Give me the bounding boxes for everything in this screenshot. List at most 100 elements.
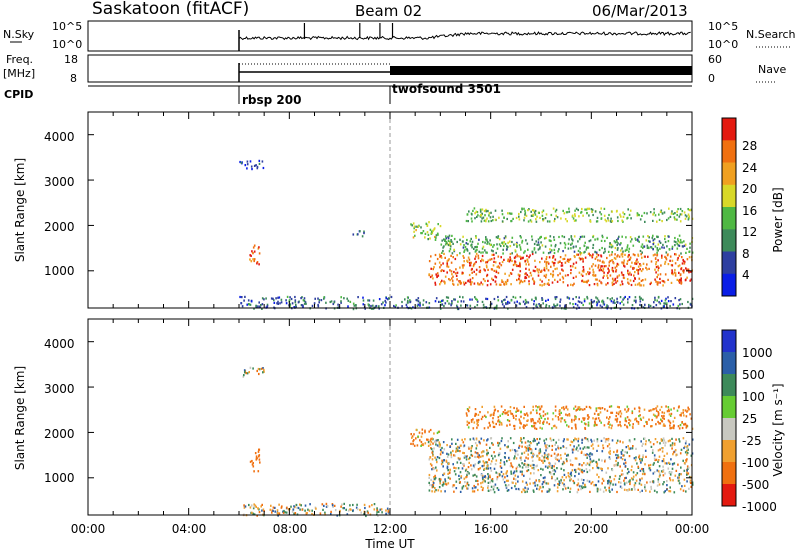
power-cell xyxy=(587,246,590,249)
power-cell xyxy=(533,247,536,250)
velocity-cell xyxy=(643,425,646,428)
power-cell xyxy=(490,268,493,271)
power-cell xyxy=(515,304,518,307)
power-cell xyxy=(627,208,629,211)
velocity-cell xyxy=(540,467,542,470)
velocity-cell xyxy=(660,470,663,473)
velocity-cell xyxy=(520,458,522,461)
power-cell xyxy=(622,261,625,264)
velocity-cell xyxy=(468,447,470,450)
velocity-cell xyxy=(364,506,366,510)
velocity-cell xyxy=(622,473,624,476)
velocity-cell xyxy=(311,512,313,516)
velocity-cell xyxy=(684,445,686,448)
power-cell xyxy=(469,280,471,283)
power-cell xyxy=(462,235,464,238)
power-cell xyxy=(655,260,658,264)
power-cell xyxy=(657,265,659,268)
velocity-cell xyxy=(489,481,491,484)
velocity-cell xyxy=(592,467,594,470)
power-cell xyxy=(678,234,681,237)
velocity-cell xyxy=(504,456,506,459)
velocity-cell xyxy=(467,484,470,487)
power-cell xyxy=(628,282,630,285)
power-cell xyxy=(578,296,580,299)
velocity-cell xyxy=(539,485,541,488)
power-cell xyxy=(493,257,496,260)
velocity-cell xyxy=(513,470,516,473)
velocity-cell xyxy=(474,414,476,417)
velocity-cell xyxy=(683,414,685,417)
power-cell xyxy=(520,257,522,260)
velocity-cell xyxy=(475,479,477,482)
power-cell xyxy=(506,245,508,248)
velocity-cell xyxy=(248,503,250,507)
velocity-cell xyxy=(534,447,537,450)
velocity-cell xyxy=(627,468,629,471)
velocity-cell xyxy=(519,420,521,423)
velocity-cell xyxy=(468,461,470,464)
power-cell xyxy=(481,208,484,211)
power-cell xyxy=(352,233,355,236)
velocity-cell xyxy=(512,414,515,417)
power-cell xyxy=(666,254,669,257)
power-cell xyxy=(603,271,605,274)
velocity-cell xyxy=(434,440,436,443)
power-cell xyxy=(567,274,569,277)
power-cell xyxy=(679,220,682,223)
velocity-cell xyxy=(506,470,508,473)
power-cell xyxy=(469,278,472,281)
velocity-cell xyxy=(583,462,585,465)
velocity-cell xyxy=(478,456,480,459)
velocity-cell xyxy=(611,411,614,414)
velocity-cell xyxy=(628,422,630,425)
power-cell xyxy=(599,259,601,262)
velocity-cell xyxy=(582,408,584,411)
velocity-cell xyxy=(545,446,547,449)
power-cell xyxy=(519,235,522,238)
power-cell xyxy=(463,256,465,259)
power-cell xyxy=(660,209,663,212)
velocity-cell xyxy=(446,455,449,458)
velocity-cell xyxy=(686,451,689,455)
power-cell xyxy=(614,257,617,260)
velocity-cell xyxy=(494,455,496,458)
power-cell xyxy=(485,297,487,300)
power-cell xyxy=(508,212,511,215)
velocity-cell xyxy=(590,440,593,443)
power-cell xyxy=(603,274,605,277)
velocity-cell xyxy=(537,469,540,472)
velocity-cell xyxy=(672,427,675,430)
velocity-cell xyxy=(626,472,629,475)
velocity-cell xyxy=(519,465,521,468)
velocity-cell xyxy=(669,444,672,447)
power-cell xyxy=(679,303,681,306)
power-cell xyxy=(435,273,437,276)
power-cell xyxy=(524,209,526,212)
velocity-cell xyxy=(638,415,640,418)
power-cell xyxy=(665,251,668,254)
velocity-cell xyxy=(512,471,515,474)
power-cell xyxy=(648,303,650,307)
velocity-cell xyxy=(630,469,633,472)
velocity-cell xyxy=(568,414,571,417)
velocity-cell xyxy=(547,458,549,461)
power-cell xyxy=(337,303,339,306)
velocity-cell xyxy=(526,423,528,426)
power-cell xyxy=(573,282,575,285)
velocity-cell xyxy=(439,445,441,448)
power-cell xyxy=(484,279,486,283)
velocity-cell xyxy=(577,407,579,410)
power-cell xyxy=(428,273,431,276)
velocity-cell xyxy=(686,447,689,450)
power-cell xyxy=(472,209,474,212)
velocity-cell xyxy=(648,464,650,467)
velocity-cell xyxy=(555,426,558,429)
power-cell xyxy=(678,271,680,274)
power-cell xyxy=(531,250,534,254)
velocity-cell xyxy=(544,453,546,456)
velocity-cell xyxy=(253,470,255,473)
power-cell xyxy=(511,236,514,239)
power-cell xyxy=(596,304,598,307)
velocity-cell xyxy=(678,479,680,482)
